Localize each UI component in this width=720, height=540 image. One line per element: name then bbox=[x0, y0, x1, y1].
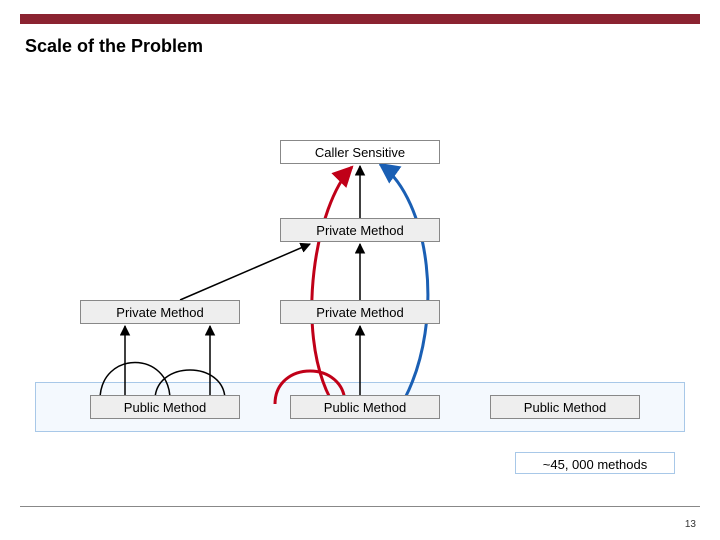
node-label: Private Method bbox=[316, 223, 403, 238]
bottom-rule bbox=[20, 506, 700, 507]
node-public-left: Public Method bbox=[90, 395, 240, 419]
method-count-label: ~45, 000 methods bbox=[543, 457, 647, 472]
node-private-left: Private Method bbox=[80, 300, 240, 324]
node-public-mid: Public Method bbox=[290, 395, 440, 419]
page-number: 13 bbox=[685, 519, 696, 530]
node-label: Caller Sensitive bbox=[315, 145, 405, 160]
slide-title: Scale of the Problem bbox=[25, 36, 203, 57]
node-label: Public Method bbox=[124, 400, 206, 415]
node-label: Private Method bbox=[316, 305, 403, 320]
node-label: Public Method bbox=[324, 400, 406, 415]
node-caller-sensitive: Caller Sensitive bbox=[280, 140, 440, 164]
top-accent-bar bbox=[20, 14, 700, 24]
method-count-box: ~45, 000 methods bbox=[515, 452, 675, 474]
node-public-right: Public Method bbox=[490, 395, 640, 419]
node-private-mid: Private Method bbox=[280, 300, 440, 324]
node-private-top: Private Method bbox=[280, 218, 440, 242]
node-label: Public Method bbox=[524, 400, 606, 415]
node-label: Private Method bbox=[116, 305, 203, 320]
